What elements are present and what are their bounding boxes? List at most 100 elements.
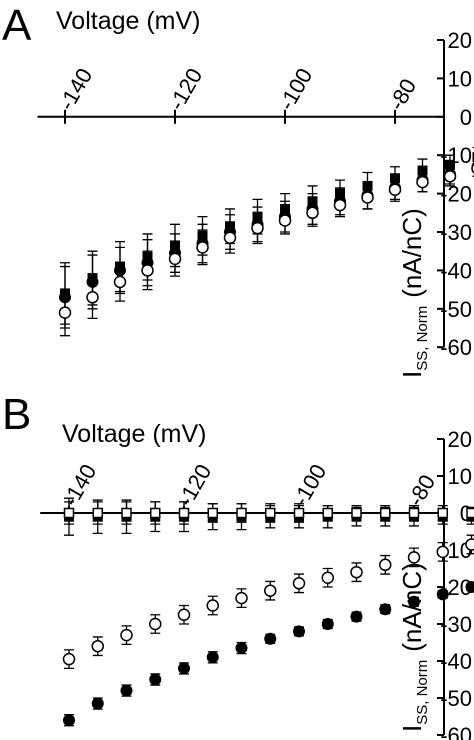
- panel-b-data-point: [465, 581, 474, 593]
- panel-a-data-point: [141, 264, 154, 277]
- panel-b-data-point: [236, 507, 247, 519]
- panel-b-y-tick-label: -40: [440, 649, 472, 674]
- panel-b-x-axis-title: Voltage (mV): [62, 420, 207, 448]
- panel-b-data-point: [150, 507, 161, 519]
- panel-b-y-tick-label: 10: [448, 464, 472, 489]
- panel-a-y-tick-label: -20: [440, 182, 472, 207]
- panel-a-data-point: [333, 198, 347, 212]
- panel-b-x-tick-label: -120: [173, 460, 217, 511]
- panel-b-data-point: [178, 507, 190, 519]
- panel-b-data-point: [407, 551, 421, 564]
- panel-a-data-point: [361, 191, 374, 204]
- panel-b-data-point: [177, 608, 191, 621]
- panel-a-data-point: [416, 175, 429, 189]
- panel-a-x-tick-label: -80: [384, 74, 422, 114]
- panel-b: B Voltage (mV) -140-120-100-80-60-40-20 …: [2, 390, 474, 740]
- panel-a-x-ticks: [64, 109, 396, 124]
- panel-b-data-point: [408, 507, 420, 519]
- panel-a-y-tick-label: -50: [440, 297, 472, 322]
- panel-b-data-point: [149, 673, 162, 686]
- panel-b-y-axis-symbol: I: [397, 725, 427, 732]
- panel-a-letter: A: [2, 1, 32, 50]
- panel-a-data-point: [168, 252, 182, 266]
- panel-b-data-point: [350, 565, 363, 579]
- panel-b-data-point: [292, 577, 306, 590]
- panel-b-data-point: [379, 558, 392, 572]
- panel-b-x-tick-label: -140: [58, 460, 102, 511]
- panel-b-data-point: [235, 591, 248, 605]
- panel-a-data-point: [306, 206, 319, 220]
- panel-b-data-point: [207, 507, 218, 519]
- panel-a-y-tick-labels: 20 10 0 -10 -20 -30 -40 -50 -60: [440, 28, 472, 360]
- panel-b-y-axis-subscript: SS, Norm: [414, 660, 431, 725]
- panel-b-data-point: [265, 507, 276, 519]
- panel-b-data-point: [436, 545, 449, 559]
- panel-b-data-point: [436, 588, 449, 601]
- panel-b-data-point: [235, 642, 248, 655]
- panel-b-data-marks: [62, 497, 474, 727]
- panel-a-y-tick-label: -60: [440, 335, 472, 360]
- panel-a-data-point: [251, 221, 264, 235]
- panel-b-data-point: [264, 632, 277, 645]
- panel-b-y-tick-label: 20: [448, 427, 472, 452]
- panel-a-series-open-circle: [58, 160, 474, 337]
- panel-a-y-axis-title: ISS, Norm (nA/nC): [397, 208, 431, 378]
- panel-b-data-point: [149, 617, 162, 631]
- panel-a-data-point: [58, 306, 72, 319]
- panel-b-series-filled-circle: [63, 581, 474, 727]
- panel-b-data-point: [92, 507, 103, 519]
- panel-a-y-tick-label: 10: [448, 66, 472, 91]
- panel-a-data-point: [388, 183, 402, 197]
- panel-b-data-point: [63, 714, 75, 727]
- panel-a-data-point: [223, 231, 237, 245]
- panel-b-data-point: [91, 697, 104, 710]
- panel-a-y-ticks: [437, 39, 444, 349]
- panel-b-y-tick-label: -50: [440, 686, 472, 711]
- panel-b-data-point: [437, 507, 448, 519]
- panel-a-x-axis-title: Voltage (mV): [56, 7, 201, 35]
- panel-a-y-axis-symbol: I: [397, 371, 427, 378]
- panel-b-data-point: [120, 628, 133, 642]
- panel-b-data-point: [321, 571, 334, 584]
- panel-a-y-tick-label: -30: [440, 220, 472, 245]
- panel-b-data-point: [63, 507, 75, 519]
- panel-b-y-tick-label: -30: [440, 612, 472, 637]
- panel-b-y-tick-label: -60: [440, 723, 472, 740]
- panel-a-data-marks: [58, 146, 474, 337]
- panel-a: A Voltage (mV) -140-120-100-80-60-40-20 …: [2, 1, 474, 378]
- panel-b-y-axis-title: ISS, Norm(nA/nC): [397, 562, 431, 732]
- panel-b-data-point: [293, 507, 305, 519]
- panel-b-data-point: [350, 610, 363, 623]
- panel-b-data-point: [408, 595, 420, 608]
- panel-a-data-point: [278, 214, 292, 227]
- panel-b-x-tick-label: -80: [403, 470, 441, 510]
- panel-a-y-tick-label: -40: [440, 258, 472, 283]
- panel-a-y-axis-unit: (nA/nC): [397, 208, 427, 298]
- panel-a-data-point: [113, 275, 127, 289]
- panel-b-x-tick-labels: -140-120-100-80-60-40-20: [58, 460, 441, 511]
- panel-b-data-point: [321, 618, 334, 630]
- panel-b-data-point: [380, 507, 391, 519]
- panel-b-data-point: [322, 507, 333, 519]
- panel-a-data-point: [196, 241, 209, 254]
- panel-a-y-tick-label: -10: [440, 143, 472, 168]
- panel-b-data-point: [466, 507, 474, 519]
- panel-b-data-point: [121, 507, 132, 519]
- panel-b-data-point: [264, 584, 277, 597]
- panel-b-x-tick-label: -100: [288, 460, 332, 511]
- panel-a-data-point: [86, 291, 99, 304]
- panel-b-series-open-square: [63, 501, 474, 525]
- panel-a-y-axis-subscript: SS, Norm: [414, 306, 431, 371]
- panel-b-data-point: [351, 507, 362, 519]
- panel-b-series-open-circle: [62, 534, 474, 670]
- panel-b-letter: B: [2, 390, 31, 439]
- panel-b-data-point: [293, 625, 305, 638]
- panel-b-data-point: [206, 651, 219, 664]
- panel-b-data-point: [206, 599, 219, 612]
- panel-a-x-tick-label: -100: [274, 64, 318, 115]
- panel-b-data-point: [91, 639, 104, 653]
- panel-b-data-point: [62, 652, 76, 666]
- panel-b-data-point: [120, 684, 133, 697]
- panel-a-x-tick-labels: -140-120-100-80-60-40-20: [54, 64, 422, 115]
